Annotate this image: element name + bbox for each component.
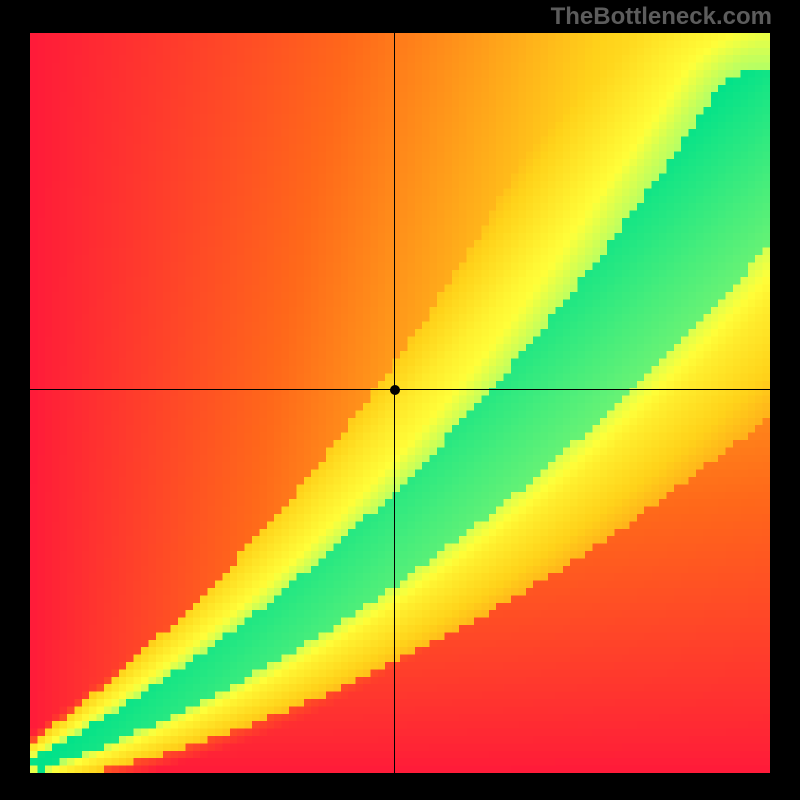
crosshair-horizontal xyxy=(30,389,770,390)
heatmap-plot xyxy=(30,33,770,773)
watermark-text: TheBottleneck.com xyxy=(551,3,772,31)
crosshair-vertical xyxy=(394,33,395,773)
crosshair-marker xyxy=(390,385,400,395)
heatmap-canvas xyxy=(30,33,770,773)
